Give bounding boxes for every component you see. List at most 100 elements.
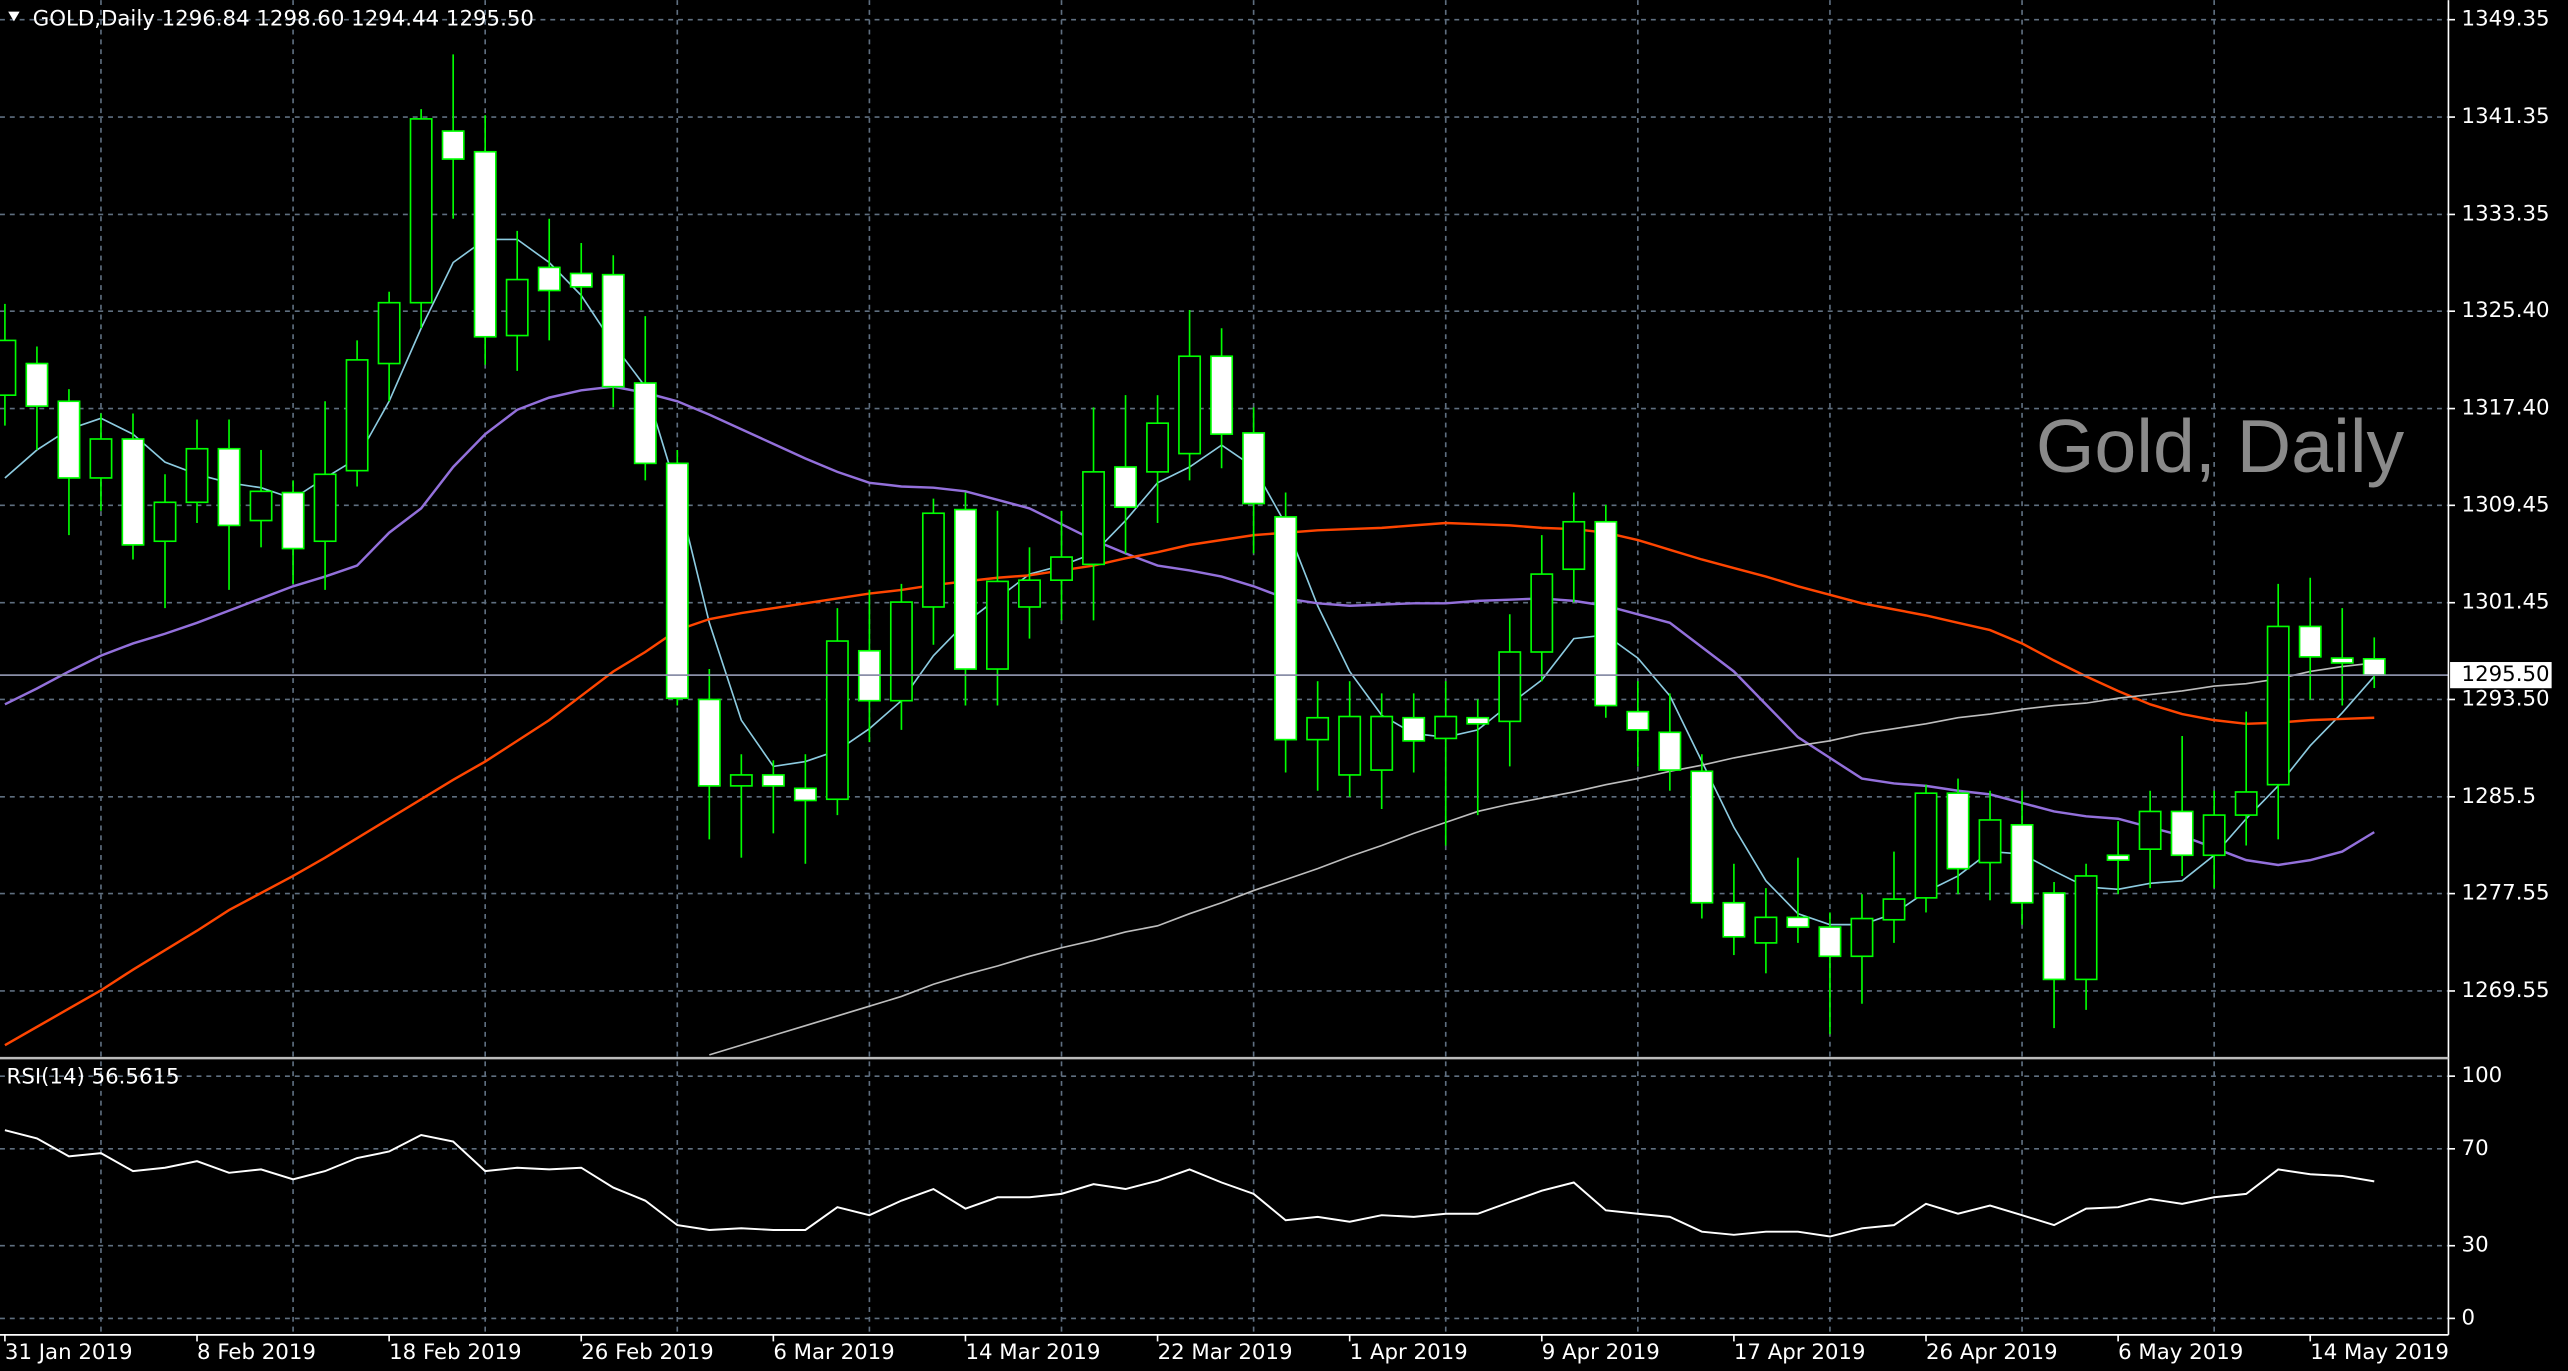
candle-body [1498, 651, 1522, 723]
candle-body [986, 580, 1009, 670]
candle-body [217, 447, 241, 527]
candle-body [1178, 355, 1202, 455]
candle-body [409, 118, 433, 304]
candle-body [729, 774, 753, 787]
candle-body [825, 640, 849, 801]
x-tick-label: 6 Mar 2019 [773, 1340, 894, 1365]
candle-body [537, 266, 561, 292]
x-tick-label: 8 Feb 2019 [197, 1340, 316, 1365]
candle-body [1402, 716, 1426, 742]
candle-body [1466, 716, 1490, 725]
candle-body [377, 301, 401, 365]
x-tick-label: 17 Apr 2019 [1734, 1340, 1866, 1365]
y-tick-label: 1341.35 [2462, 104, 2550, 129]
candle-body [1082, 471, 1105, 566]
candle-body [473, 150, 497, 338]
price-label-box [2450, 662, 2552, 689]
candle-body [761, 774, 785, 787]
candle-body [2042, 892, 2066, 981]
candle-body [313, 473, 337, 543]
candle-body [793, 787, 817, 802]
indicator-line [4, 385, 2375, 867]
y-tick-label: 1317.40 [2462, 396, 2550, 421]
candle-body [1594, 520, 1618, 707]
candle-body [569, 272, 593, 288]
x-tick-label: 14 Mar 2019 [965, 1340, 1100, 1365]
x-tick-label: 26 Apr 2019 [1926, 1340, 2058, 1365]
candle-body [1114, 466, 1138, 508]
candle-body [889, 601, 913, 702]
candle-body [1530, 573, 1554, 653]
candle-body [281, 491, 305, 550]
candle-body [249, 490, 273, 522]
candle-body [2362, 657, 2386, 676]
x-tick-label: 14 May 2019 [2310, 1340, 2449, 1365]
indicator-line [4, 521, 2375, 1047]
candle-body [1946, 792, 1970, 870]
y-tick-label: 70 [2462, 1136, 2489, 1161]
y-tick-label: 1285.5 [2462, 784, 2536, 809]
price-label: 1295.50 [2462, 662, 2550, 687]
candle-body [2330, 657, 2354, 664]
y-tick-label: 1349.35 [2462, 7, 2550, 32]
candle-body [89, 438, 113, 479]
candle-body [2266, 625, 2290, 786]
candle-body [25, 362, 49, 407]
candle-body [1050, 556, 1073, 582]
candle-body [1018, 579, 1041, 608]
candle-body [1210, 355, 1234, 435]
candle-body [633, 382, 657, 465]
candle-body [2138, 810, 2162, 850]
x-tick-label: 1 Apr 2019 [1350, 1340, 1468, 1365]
candle-body [1754, 916, 1778, 944]
candle-body [697, 698, 721, 787]
candle-body [1978, 819, 2002, 864]
candle-body [2010, 824, 2034, 904]
x-tick-label: 9 Apr 2019 [1542, 1340, 1660, 1365]
y-tick-label: 1333.35 [2462, 201, 2550, 226]
candle-body [1626, 710, 1650, 731]
candle-body [1274, 516, 1298, 741]
candle-body [2298, 625, 2322, 658]
candle-body [1690, 770, 1714, 904]
candle-body [1658, 731, 1682, 771]
candle-body [2074, 875, 2098, 981]
chart-header: GOLD,Daily 1296.84 1298.60 1294.44 1295.… [33, 7, 534, 32]
candle-body [0, 339, 17, 397]
candle-body [921, 512, 945, 608]
y-tick-label: 1277.55 [2462, 881, 2550, 906]
y-tick-label: 0 [2462, 1305, 2476, 1330]
y-tick-label: 1269.55 [2462, 978, 2550, 1003]
candle-body [2170, 810, 2194, 857]
candle-body [1786, 916, 1810, 928]
y-tick-label: 1309.45 [2462, 492, 2550, 517]
candle-body [601, 273, 625, 388]
indicator-line [4, 1129, 2375, 1238]
candle-body [345, 359, 369, 472]
x-tick-label: 18 Feb 2019 [389, 1340, 521, 1365]
y-tick-label: 1293.50 [2462, 686, 2550, 711]
candle-body [505, 278, 529, 337]
candle-body [153, 501, 177, 543]
watermark: Gold, Daily [2036, 404, 2405, 488]
y-tick-label: 1301.45 [2462, 590, 2550, 615]
candle-body [1370, 715, 1394, 771]
candle-body [185, 447, 209, 504]
candle-body [1914, 792, 1938, 899]
rsi-title: RSI(14) 56.5615 [7, 1065, 180, 1090]
candle-body [665, 462, 689, 700]
candle-body [1242, 432, 1266, 505]
y-tick-label: 30 [2462, 1233, 2489, 1258]
candle-body [2202, 814, 2226, 857]
collapse-arrow [8, 11, 20, 22]
candle-body [1562, 520, 1586, 571]
candle-body [1306, 716, 1330, 741]
x-tick-label: 31 Jan 2019 [5, 1340, 133, 1365]
candle-body [1818, 926, 1842, 958]
candle-body [1146, 422, 1170, 473]
candle-body [1850, 917, 1874, 958]
x-tick-label: 22 Mar 2019 [1158, 1340, 1293, 1365]
